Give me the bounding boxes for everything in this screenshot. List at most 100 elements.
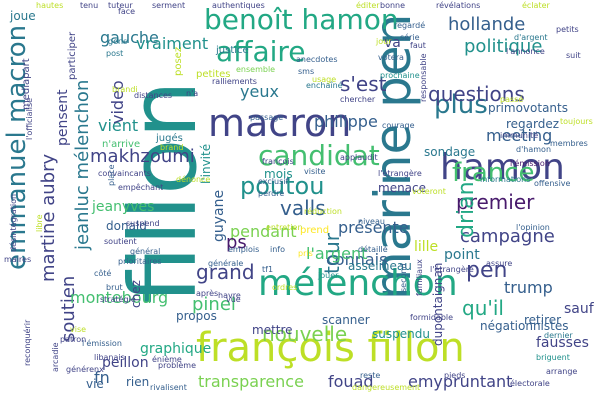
cloud-word: suspendu	[372, 327, 430, 341]
cloud-word: problème	[158, 361, 197, 370]
cloud-word: gauche	[100, 28, 159, 47]
cloud-word: entretien	[266, 223, 303, 232]
cloud-word: brandi	[112, 85, 138, 94]
cloud-word: meeting	[486, 126, 553, 145]
cloud-word: trump	[504, 278, 553, 297]
cloud-word: détaillé	[358, 245, 388, 254]
cloud-word: après	[196, 289, 219, 298]
cloud-word: justice	[216, 45, 249, 56]
cloud-word: fn	[94, 368, 110, 387]
cloud-word: votera	[378, 53, 404, 62]
cloud-word: passage	[250, 113, 284, 122]
cloud-word: tenu	[80, 1, 99, 10]
cloud-word: prochaine	[380, 71, 420, 80]
cloud-word: enchaîné	[306, 81, 343, 90]
cloud-word: l'émission	[82, 339, 122, 348]
cloud-word: réduction	[304, 207, 342, 216]
cloud-word: faut	[410, 41, 426, 50]
cloud-word: arcadie	[51, 342, 60, 372]
cloud-word: vie	[86, 377, 104, 391]
cloud-word: sauf	[564, 301, 594, 317]
cloud-word: s'est	[340, 72, 387, 96]
cloud-word: dernier	[544, 331, 573, 340]
cloud-word: chercher	[340, 95, 376, 104]
cloud-word: post	[106, 49, 124, 58]
cloud-word: l'émission	[510, 159, 550, 168]
cloud-word: regardez	[506, 117, 560, 131]
cloud-word: ps	[226, 232, 247, 253]
cloud-word: petites	[196, 69, 231, 80]
cloud-word: brand	[160, 143, 184, 152]
cloud-word: énième	[152, 355, 182, 364]
cloud-word: mettre	[252, 323, 293, 337]
cloud-word: courage	[382, 121, 415, 130]
cloud-word: sms	[298, 67, 315, 76]
cloud-word: peillon	[102, 355, 149, 371]
cloud-word: jugés	[156, 133, 183, 144]
cloud-word: vraiment	[136, 34, 209, 53]
cloud-word: visite	[304, 167, 326, 176]
cloud-word: usage	[312, 75, 337, 84]
cloud-word: nouvelle	[262, 322, 348, 346]
cloud-word: jouer	[318, 271, 339, 280]
cloud-word: guyane	[211, 189, 227, 242]
cloud-word: éditer	[356, 1, 380, 10]
cloud-word: vient	[98, 116, 139, 135]
cloud-word: négationnistes	[480, 319, 569, 333]
cloud-word: n'arrive	[102, 139, 141, 150]
cloud-word: rien	[126, 375, 150, 389]
cloud-word: offensive	[534, 179, 571, 188]
cloud-word: applaudit	[340, 153, 378, 162]
cloud-word: tuteur	[108, 1, 133, 10]
cloud-word: perdre	[258, 189, 285, 198]
cloud-word: fausses	[536, 335, 589, 351]
cloud-word: ordres	[272, 283, 298, 292]
cloud-word: jour	[376, 37, 392, 46]
cloud-word: emplois	[228, 245, 260, 254]
cloud-word: questions	[428, 82, 525, 106]
cloud-word: général	[130, 247, 161, 256]
cloud-word: formidable	[410, 313, 454, 322]
cloud-word: l'étrangère	[378, 169, 422, 178]
cloud-word: pen	[466, 258, 508, 283]
cloud-word: gens	[108, 37, 128, 46]
cloud-word: valls	[280, 196, 326, 220]
cloud-word: d'argent	[514, 33, 548, 42]
cloud-word: d'hamon	[516, 145, 552, 154]
cloud-word: mois	[264, 167, 293, 181]
cloud-word: jeanyves	[92, 199, 155, 215]
cloud-word: participer	[67, 31, 78, 80]
cloud-word: l'annonce	[506, 47, 545, 56]
cloud-word: électorale	[510, 379, 550, 388]
cloud-word: ensemble	[236, 65, 276, 74]
cloud-word: face	[118, 7, 136, 16]
cloud-word: toujours	[560, 117, 593, 126]
cloud-word: campagne	[460, 226, 555, 247]
cloud-word: responsable	[419, 53, 428, 102]
cloud-word: familiaux	[415, 259, 424, 296]
cloud-word: patron	[60, 335, 87, 344]
cloud-word: menace	[378, 181, 427, 195]
cloud-word: philippe	[314, 112, 378, 131]
cloud-word: hamon	[440, 147, 565, 188]
cloud-word: graphique	[140, 341, 212, 357]
cloud-word: hautes	[36, 1, 64, 10]
cloud-word: présente	[338, 218, 409, 237]
cloud-word: mélenchon	[258, 263, 458, 304]
cloud-word: premier	[456, 190, 535, 214]
cloud-word: libanais	[94, 353, 125, 362]
cloud-word: reconquérir	[23, 319, 32, 366]
cloud-word: vise	[70, 325, 87, 334]
cloud-word: pris	[298, 249, 313, 258]
cloud-word: l'officialise	[25, 97, 34, 140]
cloud-word: désintégration	[9, 193, 18, 252]
cloud-word: exclusif	[258, 177, 289, 186]
cloud-word: passé	[500, 95, 524, 104]
cloud-word: makhzoumi	[90, 146, 195, 167]
cloud-word: scanner	[322, 313, 370, 327]
cloud-word: soutient	[104, 237, 137, 246]
cloud-word: drian	[454, 181, 479, 238]
cloud-word: générale	[208, 259, 244, 268]
cloud-word: retirer	[524, 313, 562, 327]
cloud-word: françois fillon	[196, 325, 465, 371]
